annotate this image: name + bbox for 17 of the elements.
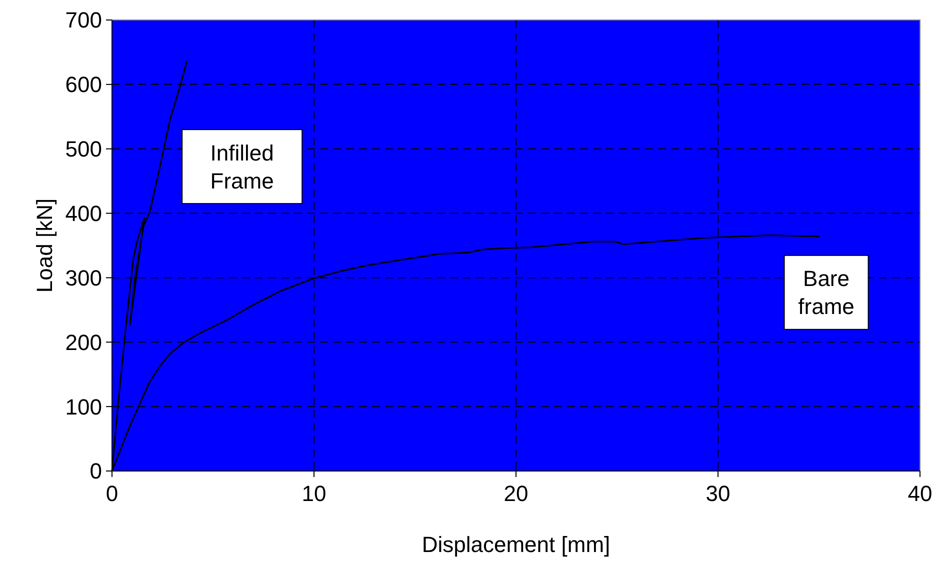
y-tick-label: 200 <box>65 330 102 355</box>
x-tick-label: 20 <box>504 481 528 506</box>
annotation: Infilled Frame <box>210 140 274 194</box>
y-tick-label: 700 <box>65 8 102 33</box>
y-axis-title: Load [kN] <box>32 198 57 293</box>
y-tick-label: 100 <box>65 394 102 420</box>
x-axis-title: Displacement [mm] <box>422 532 610 557</box>
x-tick-label: 30 <box>706 481 730 506</box>
annotation: Bare frame <box>798 266 854 320</box>
y-tick-label: 0 <box>90 458 102 484</box>
x-tick-label: 40 <box>908 481 932 506</box>
x-tick-label: 0 <box>106 481 118 506</box>
y-tick-label: 400 <box>65 200 102 226</box>
y-tick-label: 300 <box>65 265 102 290</box>
x-tick-label: 10 <box>302 481 326 506</box>
y-tick-label: 500 <box>65 136 102 162</box>
y-tick-label: 600 <box>65 72 102 98</box>
